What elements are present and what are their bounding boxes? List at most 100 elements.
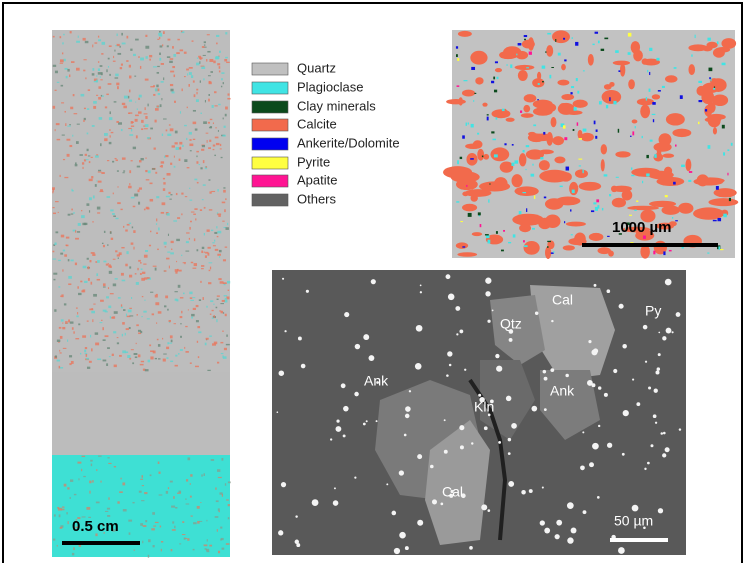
texture <box>171 241 174 243</box>
texture <box>514 160 518 163</box>
texture <box>92 254 95 256</box>
texture <box>196 161 198 163</box>
texture <box>91 252 95 254</box>
texture <box>158 344 160 347</box>
texture <box>565 110 582 115</box>
texture <box>62 327 65 329</box>
texture <box>53 259 57 260</box>
texture <box>531 406 537 412</box>
texture <box>181 311 182 314</box>
texture <box>486 235 490 238</box>
texture <box>75 338 79 339</box>
texture <box>647 462 650 465</box>
texture <box>70 497 71 499</box>
texture <box>139 160 142 162</box>
texture <box>128 520 132 522</box>
texture <box>77 462 81 464</box>
texture <box>354 477 356 479</box>
texture <box>333 500 339 506</box>
texture <box>654 154 656 158</box>
legend-label: Quartz <box>297 60 336 75</box>
texture <box>552 30 570 43</box>
texture <box>416 325 423 332</box>
texture <box>336 420 339 423</box>
core-scale-label: 0.5 cm <box>72 518 119 535</box>
texture <box>225 483 226 485</box>
texture <box>62 507 65 508</box>
texture <box>66 237 69 239</box>
texture <box>215 137 219 139</box>
texture <box>202 247 205 249</box>
texture <box>604 393 608 397</box>
texture <box>652 94 660 99</box>
texture <box>598 41 600 44</box>
texture <box>572 37 573 38</box>
texture <box>62 42 63 44</box>
texture <box>125 229 128 231</box>
legend-swatch <box>252 138 288 150</box>
texture <box>175 269 178 272</box>
texture <box>462 135 465 138</box>
texture <box>456 242 468 248</box>
texture <box>155 172 157 174</box>
texture <box>117 186 118 187</box>
texture <box>140 364 144 365</box>
texture <box>217 529 218 532</box>
texture <box>207 551 210 552</box>
texture <box>129 308 132 309</box>
texture <box>689 171 692 173</box>
texture <box>560 186 563 187</box>
texture <box>198 331 201 333</box>
texture <box>708 198 738 206</box>
texture <box>662 154 674 158</box>
legend-label: Others <box>297 191 337 206</box>
texture <box>717 41 719 44</box>
texture <box>148 539 151 542</box>
texture <box>149 344 151 346</box>
texture <box>219 511 220 512</box>
texture <box>155 358 157 359</box>
texture <box>96 469 97 471</box>
texture <box>77 231 80 233</box>
texture <box>84 281 87 283</box>
texture <box>189 292 192 295</box>
texture <box>56 123 60 125</box>
texture <box>218 104 220 105</box>
texture <box>113 259 116 260</box>
texture <box>111 317 113 319</box>
texture <box>133 206 136 207</box>
texture <box>225 32 227 34</box>
texture <box>167 309 169 311</box>
texture <box>181 31 182 32</box>
texture <box>145 107 146 110</box>
texture <box>713 88 715 90</box>
texture <box>139 95 142 98</box>
texture <box>225 227 228 230</box>
texture <box>589 462 594 467</box>
texture <box>208 94 210 96</box>
texture <box>194 94 196 97</box>
texture <box>188 84 189 87</box>
texture <box>113 216 116 217</box>
texture <box>71 209 72 211</box>
texture <box>59 366 60 369</box>
texture <box>149 245 151 247</box>
texture <box>595 32 598 34</box>
texture <box>114 50 115 52</box>
texture <box>200 167 202 169</box>
texture <box>480 224 482 227</box>
texture <box>190 300 194 301</box>
texture <box>207 229 210 231</box>
texture <box>100 76 101 77</box>
legend-label: Plagioclase <box>297 79 364 94</box>
texture <box>681 165 685 167</box>
texture <box>506 118 515 122</box>
texture <box>69 355 72 357</box>
texture <box>518 70 528 81</box>
texture <box>522 40 535 49</box>
texture <box>145 46 149 49</box>
texture <box>459 97 463 105</box>
texture <box>215 127 216 128</box>
texture <box>565 374 568 377</box>
texture <box>564 59 566 61</box>
